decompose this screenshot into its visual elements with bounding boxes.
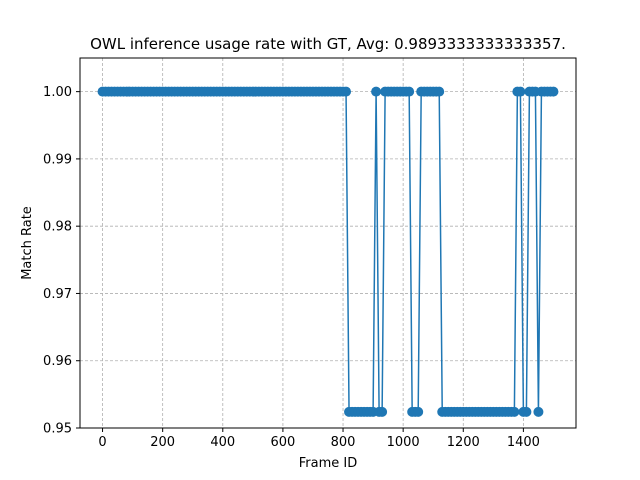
data-point bbox=[521, 406, 532, 417]
y-tick-label: 0.99 bbox=[43, 152, 72, 167]
x-tick-label: 200 bbox=[150, 435, 175, 450]
x-tick-label: 1000 bbox=[387, 435, 420, 450]
data-point bbox=[434, 86, 445, 97]
y-axis-title: Match Rate bbox=[20, 206, 35, 280]
x-axis-title: Frame ID bbox=[299, 456, 357, 471]
axis-ticks: 0 200 400 600 800 1000 1200 1400 0.95 0.96 0.97 0.9… bbox=[43, 85, 540, 450]
data-point bbox=[509, 406, 520, 417]
y-tick-label: 0.96 bbox=[43, 354, 72, 369]
x-tick-label: 0 bbox=[98, 435, 106, 450]
data-point bbox=[404, 86, 415, 97]
data-point bbox=[413, 406, 424, 417]
data-point bbox=[377, 406, 388, 417]
data-point bbox=[515, 86, 526, 97]
data-point bbox=[533, 406, 544, 417]
y-tick-label: 0.98 bbox=[43, 220, 72, 235]
x-tick-label: 600 bbox=[270, 435, 295, 450]
x-tick-label: 1200 bbox=[447, 435, 480, 450]
x-tick-label: 800 bbox=[331, 435, 356, 450]
x-tick-label: 400 bbox=[210, 435, 235, 450]
x-tick-label: 1400 bbox=[507, 435, 540, 450]
y-tick-label: 0.95 bbox=[43, 422, 72, 437]
plot-frame bbox=[79, 57, 577, 429]
chart-title: OWL inference usage rate with GT, Avg: 0… bbox=[90, 35, 566, 53]
data-point bbox=[548, 86, 559, 97]
data-point bbox=[341, 86, 352, 97]
y-tick-label: 0.97 bbox=[43, 287, 72, 302]
data-point bbox=[371, 86, 382, 97]
series-owl-usage bbox=[97, 86, 559, 417]
y-tick-label: 1.00 bbox=[43, 85, 72, 100]
